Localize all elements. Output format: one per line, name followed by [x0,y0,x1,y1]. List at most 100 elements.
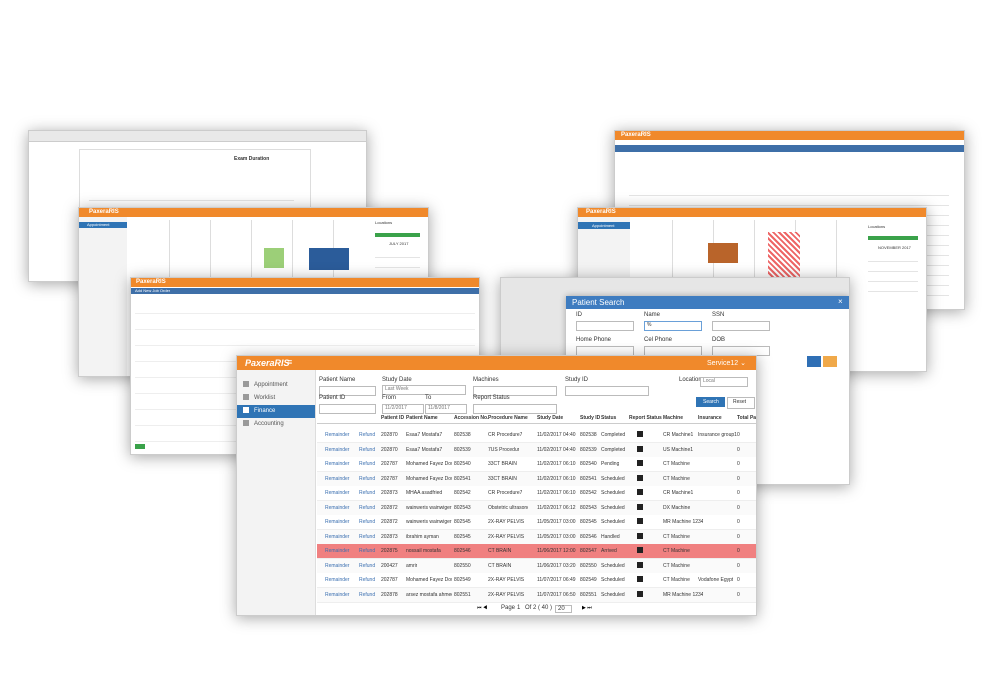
table-cell: CR Procedure7 [488,490,523,496]
locations-label: Locations [375,220,393,225]
pager-size[interactable]: 20 [555,605,572,613]
report-status-icon [637,503,643,510]
remainder-link[interactable]: Remainder [325,461,350,467]
refund-link[interactable]: Refund [359,490,376,496]
filter-input[interactable] [319,386,376,396]
user-menu[interactable]: Service12 ⌄ [707,360,746,367]
refund-link[interactable]: Refund [359,577,376,583]
table-cell: Scheduled [601,490,625,496]
search-button[interactable] [696,397,725,407]
remainder-link[interactable]: Remainder [325,504,350,511]
remainder-link[interactable]: Remainder [325,548,350,554]
table-cell: Completed [601,446,626,453]
filter-input[interactable] [473,386,557,396]
table-cell: 802545 [454,519,471,525]
table-cell: 202873 [381,533,398,540]
sidebar-item[interactable]: Finance [254,408,276,414]
field-input[interactable] [712,321,770,331]
refund-link[interactable]: Refund [359,519,376,525]
brand: PaxeraRIS [136,279,166,285]
search-button-text[interactable]: Search [703,399,719,405]
table-cell: Scheduled [601,577,625,583]
filter-input[interactable] [319,404,376,414]
report-status-icon [637,460,643,466]
remainder-link[interactable]: Remainder [325,533,350,540]
remainder-link[interactable]: Remainder [325,519,350,525]
refund-link[interactable]: Refund [359,504,376,511]
table-cell: 202873 [381,490,398,496]
refund-link[interactable]: Refund [359,548,376,554]
remainder-link[interactable]: Remainder [325,432,350,438]
table-cell: Esaa7 Mostafa7 [406,432,443,438]
refund-link[interactable]: Refund [359,591,376,598]
remainder-link[interactable]: Remainder [325,577,350,583]
pager-first[interactable]: ⏮ ◀ [477,605,488,611]
table-cell: 11/02/2017 04:40 PM [537,432,577,438]
field-label: DOB [712,337,726,343]
filter-input[interactable] [425,404,467,414]
table-cell: CT Machine [663,533,690,540]
table-cell: 202787 [381,577,398,583]
table-cell: 0 [737,562,740,569]
remainder-link[interactable]: Remainder [325,490,350,496]
filter-input[interactable] [473,404,557,414]
refund-link[interactable]: Refund [359,446,376,453]
filter-input[interactable] [565,386,649,396]
table-cell: 802542 [454,490,471,496]
pager-page[interactable]: 1 [517,605,521,611]
reset-button[interactable] [727,397,755,409]
refund-link[interactable]: Refund [359,533,376,540]
remainder-link[interactable]: Remainder [325,446,350,453]
sidebar-item[interactable]: Appointment [254,382,288,388]
report-status-icon [637,532,643,539]
search-button[interactable] [807,356,821,367]
refund-link[interactable]: Refund [359,475,376,482]
refund-link[interactable]: Refund [359,461,376,467]
sidebar-item[interactable]: Worklist [254,395,276,401]
table-cell: Pending [601,461,620,467]
reset-button-text[interactable]: Reset [733,399,747,405]
table-cell: 202870 [381,446,398,453]
sidebar-item[interactable]: Accounting [254,421,284,427]
table-cell: 802542 [580,490,597,496]
table-cell: 11/05/2017 03:00 PM [537,533,577,540]
table-cell: 0 [737,519,740,525]
job-order-title: Add New Job Order [135,288,171,293]
clear-button[interactable] [823,356,837,367]
sidebar-icon [243,381,249,387]
filter-input[interactable] [382,404,424,414]
table-row [317,587,756,603]
refund-link[interactable]: Refund [359,432,376,438]
report-status-icon [637,445,643,452]
filter-label: Study Date [382,377,412,383]
table-cell: 33CT BRAIN [488,475,517,482]
pager-of: Of 2 ( 40 ) [525,605,553,611]
table-cell: 2X-RAY PELVIS [488,519,525,525]
field-input[interactable] [576,321,634,331]
pager-last[interactable]: ▶ ⏭ [582,605,592,611]
remainder-link[interactable]: Remainder [325,591,350,598]
filter-input[interactable] [700,377,748,387]
menu-icon[interactable]: ≡ [287,357,293,367]
field-input[interactable] [644,321,702,331]
remainder-link[interactable]: Remainder [325,562,350,569]
filter-label: Patient ID [319,395,346,401]
refund-link[interactable]: Refund [359,562,376,569]
table-cell: 0 [737,461,740,467]
table-cell: 11/02/2017 06:10 PM [537,461,577,467]
close-button[interactable]: × [838,297,843,306]
table-cell: CT BRAIN [488,548,512,554]
table-cell: 802551 [580,591,597,598]
table-cell: 802550 [454,562,471,569]
filter-label: Machines [473,377,499,383]
table-cell: 802545 [454,533,471,540]
table-cell: Scheduled [601,562,625,569]
table-cell: 0 [737,432,740,438]
table-cell: Mohamed Fayez Dowidar [406,577,452,583]
sidebar-icon [243,394,249,400]
table-cell: 202872 [381,504,398,511]
brand: PaxeraRIS [89,209,119,215]
remainder-link[interactable]: Remainder [325,475,350,482]
filter-input[interactable] [382,385,466,395]
